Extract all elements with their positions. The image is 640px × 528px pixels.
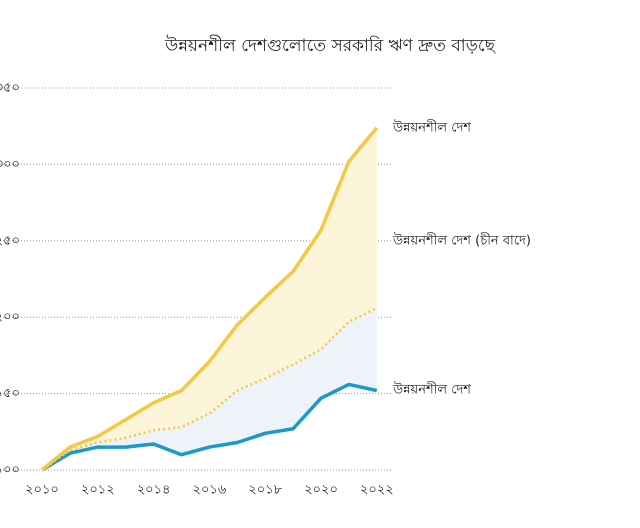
y-tick-label: ২৫০: [0, 233, 20, 248]
y-tick-label: ৩৫০: [0, 81, 20, 96]
x-tick-label: ২০১৮: [248, 483, 282, 498]
series-line: [41, 382, 378, 472]
x-tick-label: ২০২০: [304, 483, 338, 498]
x-tick-label: ২০১০: [25, 483, 59, 498]
y-tick-label: ২০০: [0, 310, 20, 325]
x-tick-label: ২০১৪: [137, 483, 171, 498]
band-fill: [42, 127, 377, 470]
y-tick-label: ৩০০: [0, 157, 20, 172]
chart-title: উন্নয়নশীল দেশগুলোতে সরকারি ঋণ দ্রুত বাড…: [164, 35, 497, 56]
band-fill: [42, 308, 377, 470]
x-tick-label: ২০২২: [360, 483, 394, 498]
y-tick-label: ১০০: [0, 463, 20, 478]
series-label: উন্নয়নশীল দেশ: [392, 120, 471, 136]
x-tick-label: ২০১৬: [193, 483, 227, 498]
series-label: উন্নয়নশীল দেশ: [392, 382, 471, 398]
series-line: [40, 126, 379, 472]
x-tick-label: ২০১২: [81, 483, 115, 498]
series-label: উন্নয়নশীল দেশ (চীন বাদে): [392, 233, 531, 249]
y-tick-label: ১৫০: [0, 386, 20, 401]
